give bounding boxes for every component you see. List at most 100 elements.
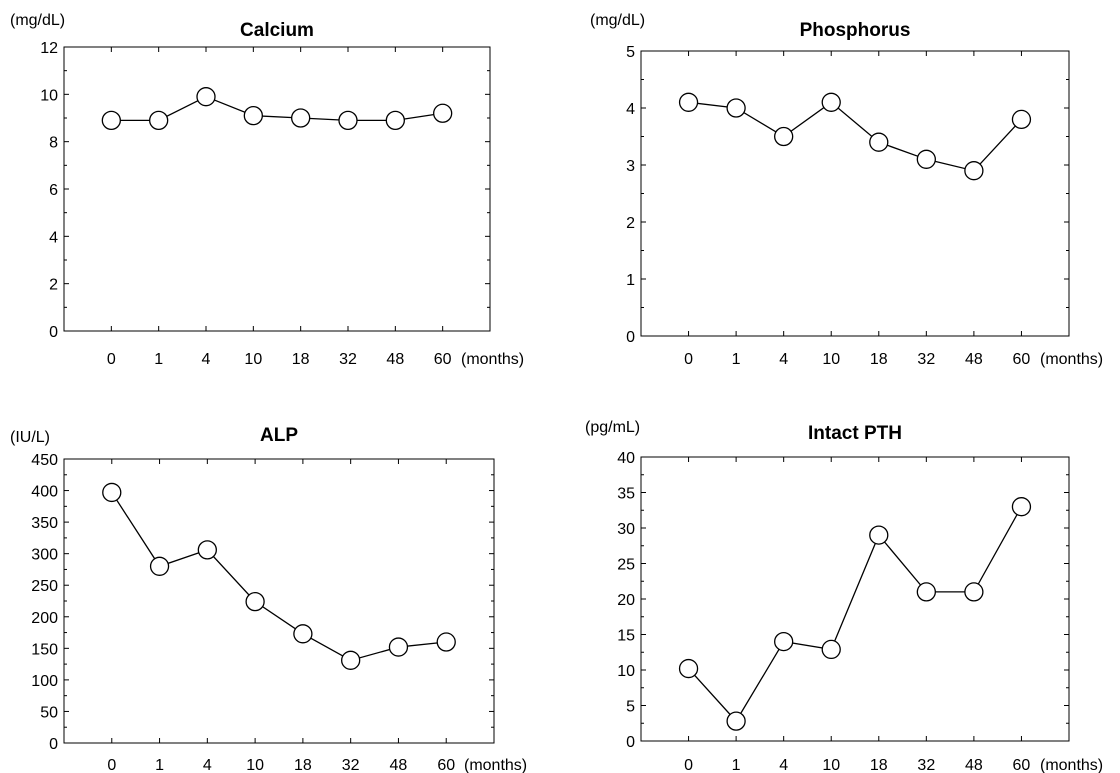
x-tick-label: 32 bbox=[917, 351, 935, 368]
y-tick-label: 100 bbox=[31, 673, 58, 690]
y-tick-label: 300 bbox=[31, 547, 58, 564]
data-point bbox=[436, 632, 456, 652]
y-tick-label: 5 bbox=[626, 699, 635, 716]
y-tick-label: 0 bbox=[626, 734, 635, 751]
panel-alp: (IU/L) ALP (months) 05010015020025030035… bbox=[10, 425, 527, 773]
data-point bbox=[341, 650, 361, 670]
y-tick-label: 40 bbox=[617, 450, 635, 467]
x-tick-label: 18 bbox=[292, 351, 310, 368]
y-tick-label: 3 bbox=[626, 158, 635, 175]
y-tick-label: 200 bbox=[31, 610, 58, 627]
y-tick-label: 4 bbox=[626, 101, 635, 118]
x-tick-label: 1 bbox=[732, 351, 741, 368]
x-tick-label: 0 bbox=[107, 351, 116, 368]
data-point bbox=[388, 637, 409, 657]
x-tick-label: 60 bbox=[1013, 351, 1031, 368]
x-tick-label: 4 bbox=[779, 351, 788, 368]
data-point bbox=[964, 582, 984, 602]
data-point bbox=[245, 591, 265, 612]
y-tick-label: 25 bbox=[617, 557, 635, 574]
x-tick-label: 10 bbox=[244, 351, 262, 368]
x-tick-label: 18 bbox=[294, 757, 312, 773]
data-point bbox=[774, 631, 794, 652]
y-tick-label: 400 bbox=[31, 484, 58, 501]
y-tick-label: 10 bbox=[617, 663, 635, 680]
y-tick-label: 15 bbox=[617, 628, 635, 645]
x-tick-label: 10 bbox=[246, 757, 264, 773]
x-tick-label: 1 bbox=[732, 757, 741, 773]
x-tick-label: 4 bbox=[202, 351, 211, 368]
data-point bbox=[726, 711, 746, 731]
data-point bbox=[197, 540, 217, 560]
y-tick-label: 8 bbox=[49, 135, 58, 152]
x-unit-label: (months) bbox=[461, 351, 524, 368]
y-tick-label: 50 bbox=[40, 704, 58, 721]
y-tick-label: 35 bbox=[617, 486, 635, 503]
y-tick-label: 250 bbox=[31, 578, 58, 595]
y-tick-label: 2 bbox=[49, 277, 58, 294]
data-point bbox=[385, 110, 405, 131]
unit-label: (mg/dL) bbox=[10, 12, 65, 29]
data-point bbox=[774, 126, 794, 147]
x-tick-label: 1 bbox=[154, 351, 163, 368]
chart-title: Calcium bbox=[240, 20, 314, 41]
data-point bbox=[1011, 497, 1032, 517]
y-tick-label: 150 bbox=[31, 641, 58, 658]
panel-intact-pth: (pg/mL) Intact PTH (months) 051015202530… bbox=[585, 419, 1103, 773]
x-tick-label: 0 bbox=[684, 351, 693, 368]
x-tick-label: 48 bbox=[390, 757, 408, 773]
plot-frame bbox=[63, 458, 495, 744]
x-tick-label: 18 bbox=[870, 757, 888, 773]
chart-title: Phosphorus bbox=[800, 20, 911, 41]
data-point bbox=[678, 92, 699, 112]
data-point bbox=[1011, 109, 1032, 130]
x-unit-label: (months) bbox=[1040, 757, 1103, 773]
data-point bbox=[821, 92, 841, 112]
chart-title: Intact PTH bbox=[808, 423, 902, 444]
data-point bbox=[916, 582, 936, 602]
y-tick-label: 10 bbox=[40, 87, 58, 104]
x-tick-label: 0 bbox=[684, 757, 693, 773]
x-tick-label: 0 bbox=[107, 757, 116, 773]
x-unit-label: (months) bbox=[1040, 351, 1103, 368]
x-tick-label: 60 bbox=[437, 757, 455, 773]
panel-phosphorus: (mg/dL) Phosphorus (months) 0 1 2 3 4 5 0 1 4 10 1… bbox=[590, 12, 1103, 368]
data-point bbox=[433, 103, 453, 123]
x-unit-label: (months) bbox=[464, 757, 527, 773]
x-tick-label: 48 bbox=[965, 351, 983, 368]
y-tick-label: 30 bbox=[617, 521, 635, 538]
x-tick-label: 4 bbox=[203, 757, 212, 773]
data-point bbox=[869, 525, 889, 545]
series-line bbox=[688, 506, 1023, 723]
y-tick-label: 1 bbox=[626, 272, 635, 289]
plot-frame bbox=[63, 46, 491, 332]
x-tick-label: 48 bbox=[386, 351, 404, 368]
x-tick-label: 32 bbox=[339, 351, 357, 368]
panel-calcium: (mg/dL) Calcium (months) 0 2 4 6 8 10 12 0 1 4 10 1… bbox=[10, 12, 524, 368]
y-tick-label: 2 bbox=[626, 215, 635, 232]
x-tick-label: 60 bbox=[434, 351, 452, 368]
y-tick-label: 6 bbox=[49, 182, 58, 199]
x-tick-label: 60 bbox=[1013, 757, 1031, 773]
y-tick-label: 4 bbox=[49, 229, 58, 246]
x-tick-label: 32 bbox=[342, 757, 360, 773]
y-tick-label: 0 bbox=[49, 736, 58, 753]
plot-frame bbox=[640, 50, 1070, 337]
data-point bbox=[291, 108, 311, 128]
data-point bbox=[102, 482, 122, 503]
data-point bbox=[964, 161, 984, 181]
y-tick-label: 20 bbox=[617, 592, 635, 609]
data-point bbox=[726, 98, 746, 118]
x-tick-label: 48 bbox=[965, 757, 983, 773]
unit-label: (pg/mL) bbox=[585, 419, 640, 436]
x-tick-label: 18 bbox=[870, 351, 888, 368]
data-point bbox=[243, 105, 263, 126]
x-tick-label: 1 bbox=[155, 757, 164, 773]
chart-title: ALP bbox=[260, 425, 298, 446]
plot-frame bbox=[640, 456, 1070, 742]
y-tick-label: 0 bbox=[49, 324, 58, 341]
y-tick-label: 12 bbox=[40, 40, 58, 57]
y-tick-label: 0 bbox=[626, 329, 635, 346]
unit-label: (IU/L) bbox=[10, 429, 50, 446]
x-tick-label: 32 bbox=[917, 757, 935, 773]
